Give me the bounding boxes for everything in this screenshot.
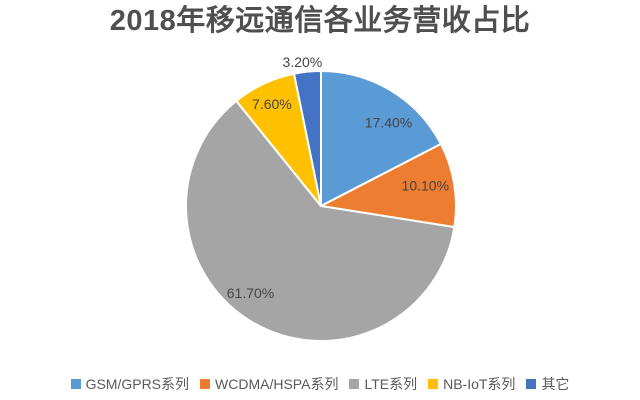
legend-label: 其它	[541, 376, 570, 392]
legend-swatch-icon	[526, 379, 537, 389]
legend-item-3: NB-IoT系列	[428, 374, 515, 394]
pie-data-label-1: 10.10%	[402, 177, 449, 193]
pie-slice-0	[320, 70, 442, 207]
legend-label: LTE系列	[364, 376, 418, 392]
legend-swatch-icon	[428, 379, 439, 389]
legend-label: NB-IoT系列	[443, 376, 516, 392]
pie-data-label-3: 7.60%	[252, 96, 292, 112]
legend-swatch-icon	[200, 379, 211, 389]
legend-label: WCDMA/HSPA系列	[215, 376, 339, 392]
legend-item-1: WCDMA/HSPA系列	[200, 374, 338, 394]
legend-item-0: GSM/GPRS系列	[70, 374, 190, 394]
chart-legend: GSM/GPRS系列 WCDMA/HSPA系列 LTE系列 NB-IoT系列 其它	[0, 374, 640, 394]
legend-item-2: LTE系列	[349, 374, 417, 394]
pie-data-label-4: 3.20%	[283, 54, 323, 70]
pie-data-label-2: 61.70%	[227, 285, 274, 301]
pie-slice-1	[320, 142, 457, 229]
pie-slice-4	[293, 70, 322, 207]
pie-slice-2	[185, 99, 456, 342]
legend-label: GSM/GPRS系列	[85, 376, 190, 392]
legend-item-4: 其它	[526, 374, 569, 394]
legend-swatch-icon	[70, 379, 81, 389]
chart-title: 2018年移远通信各业务营收占比	[109, 5, 531, 37]
legend-swatch-icon	[349, 379, 360, 389]
pie-data-label-0: 17.40%	[365, 114, 412, 130]
